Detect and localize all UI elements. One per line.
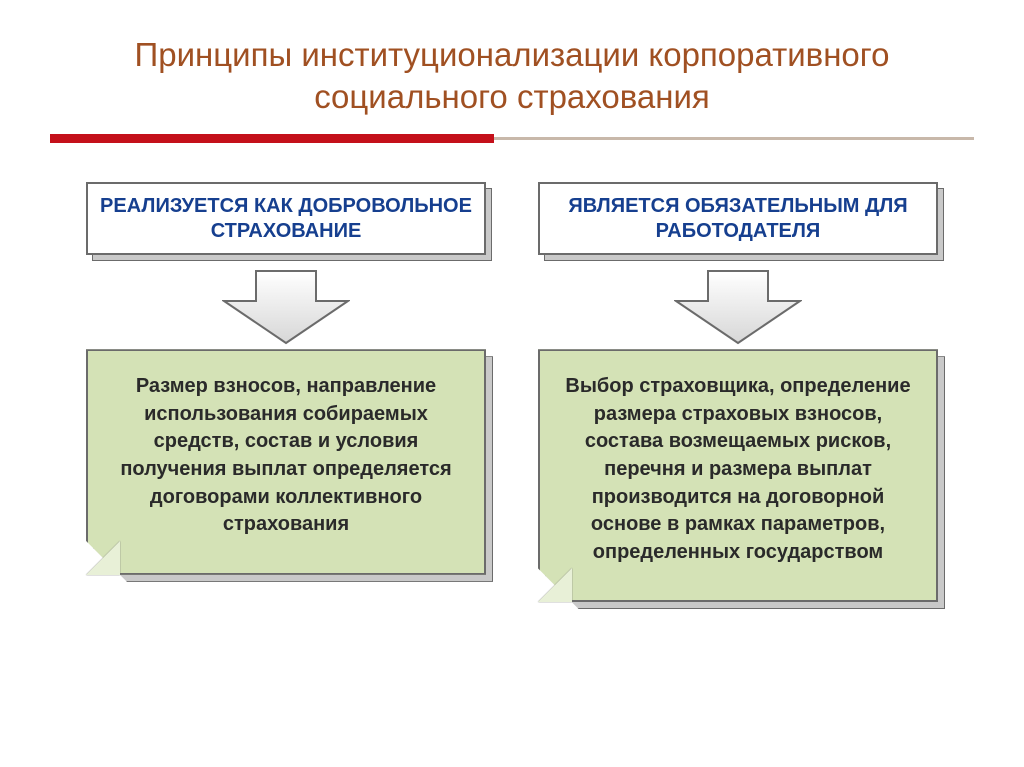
right-body-box: Выбор страховщика, определение размера с… (538, 349, 938, 602)
left-header-text: РЕАЛИЗУЕТСЯ КАК ДОБРОВОЛЬНОЕ СТРАХОВАНИЕ (86, 182, 486, 255)
folded-corner-icon (538, 568, 572, 602)
right-header-text: ЯВЛЯЕТСЯ ОБЯЗАТЕЛЬНЫМ ДЛЯ РАБОТОДАТЕЛЯ (538, 182, 938, 255)
right-body-text: Выбор страховщика, определение размера с… (538, 349, 938, 602)
left-body-box: Размер взносов, направление использовани… (86, 349, 486, 575)
rule-foreground (50, 134, 494, 143)
right-header-box: ЯВЛЯЕТСЯ ОБЯЗАТЕЛЬНЫМ ДЛЯ РАБОТОДАТЕЛЯ (538, 182, 938, 255)
down-arrow-icon (222, 269, 350, 345)
folded-corner-icon (86, 541, 120, 575)
right-column: ЯВЛЯЕТСЯ ОБЯЗАТЕЛЬНЫМ ДЛЯ РАБОТОДАТЕЛЯ В… (538, 182, 938, 602)
columns: РЕАЛИЗУЕТСЯ КАК ДОБРОВОЛЬНОЕ СТРАХОВАНИЕ… (44, 182, 980, 602)
slide: Принципы институционализации корпоративн… (0, 0, 1024, 767)
left-column: РЕАЛИЗУЕТСЯ КАК ДОБРОВОЛЬНОЕ СТРАХОВАНИЕ… (86, 182, 486, 602)
down-arrow-icon (674, 269, 802, 345)
title-underline (50, 132, 974, 146)
left-body-text: Размер взносов, направление использовани… (86, 349, 486, 575)
left-header-box: РЕАЛИЗУЕТСЯ КАК ДОБРОВОЛЬНОЕ СТРАХОВАНИЕ (86, 182, 486, 255)
slide-title: Принципы институционализации корпоративн… (44, 34, 980, 118)
